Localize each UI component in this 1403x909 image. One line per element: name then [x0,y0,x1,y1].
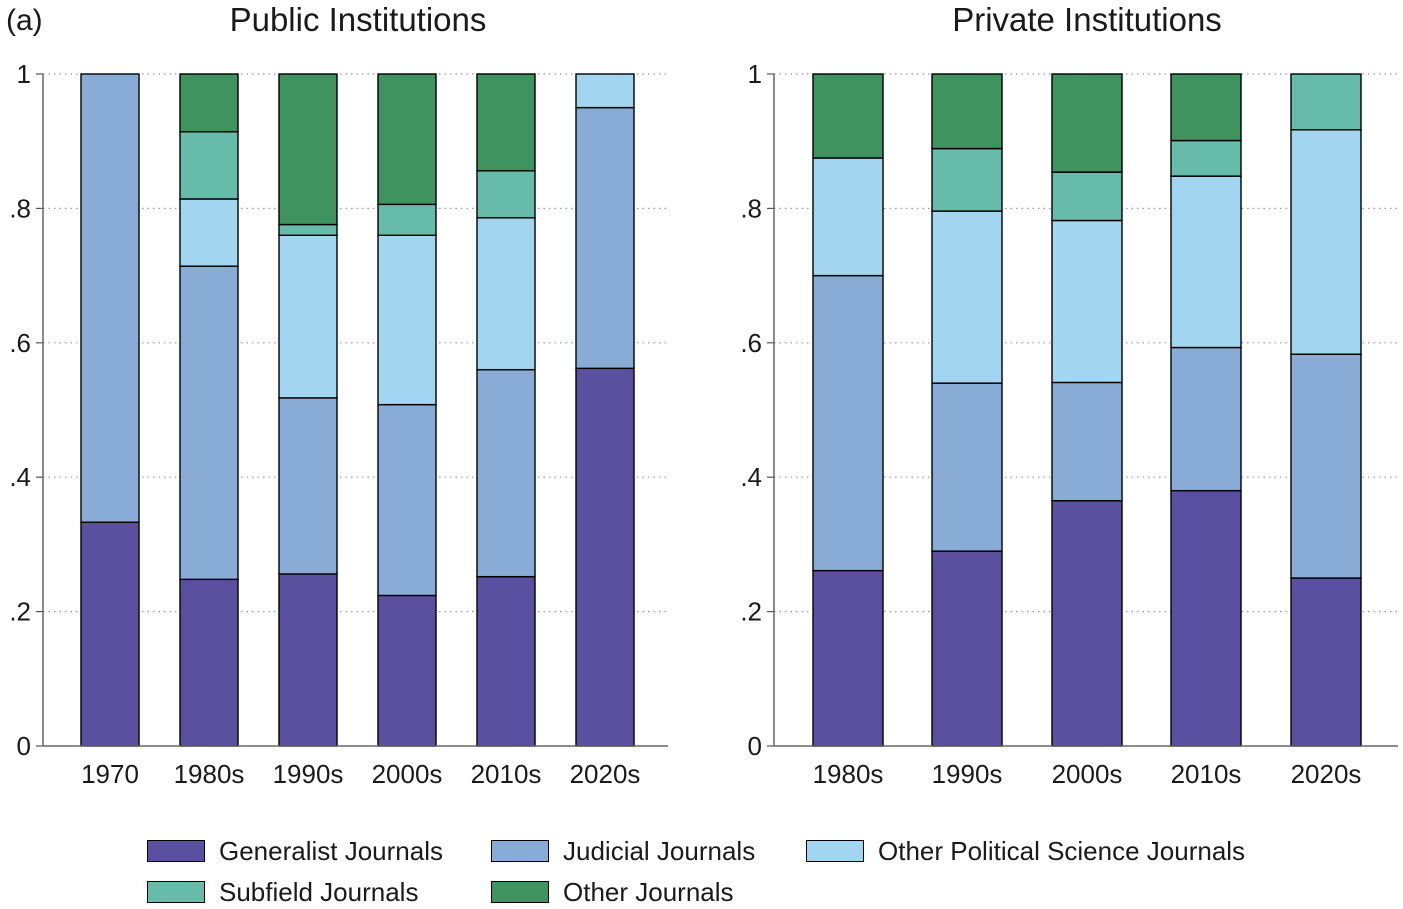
bar-segment-judicial [1290,353,1362,579]
legend-item-judicial: Judicial Journals [491,836,755,866]
bar-segment-other-polisci [179,198,239,267]
chart-title-private: Private Institutions [952,1,1222,38]
bar-segment-judicial [575,106,635,370]
y-tick-label: .6 [9,328,31,358]
bar-segment-other-polisci [476,217,536,371]
bar-segment-other [1051,73,1123,173]
public-institutions-chart: Public Institutions 0 .2 .4 .6 .8 1 1970 1980s 1… [9,1,670,789]
bar-segment-generalist [812,569,884,747]
bar-segment-judicial [278,397,338,575]
y-tick-label: 1 [748,59,762,89]
bar-segment-subfield [377,203,437,236]
bar-segment-judicial [476,368,536,578]
chart-title-public: Public Institutions [230,1,487,38]
legend-swatch-subfield [147,881,205,903]
bar-segment-generalist [931,550,1003,747]
legend-swatch-other-polisci [806,840,864,862]
private-institutions-chart: Private Institutions 0 .2 .4 .6 .8 1 1980s 1990… [740,1,1400,789]
bar-segment-generalist [575,367,635,747]
x-tick-label: 2020s [1291,759,1362,789]
bar-segment-other-polisci [1290,129,1362,355]
legend-label-other: Other Journals [563,876,734,907]
y-tick-label: 0 [17,731,31,761]
bar-segment-subfield [278,223,338,236]
bar-segment-subfield [179,131,239,200]
x-tick-label: 2020s [570,759,641,789]
legend-item-other-polisci: Other Political Science Journals [806,836,1245,866]
bar-segment-subfield [476,170,536,219]
bar-segment-judicial [377,403,437,597]
legend: Generalist Journals Judicial Journals Ot… [0,830,1403,909]
bar-segment-other [278,73,338,226]
bar-segment-judicial [80,73,140,523]
x-tick-label: 1980s [813,759,884,789]
bar-segment-generalist [1290,577,1362,747]
x-tick-label: 2000s [1052,759,1123,789]
y-tick-label: .2 [740,597,762,627]
panel-tag: (a) [6,4,43,37]
legend-item-generalist: Generalist Journals [147,836,443,866]
bar-segment-generalist [1170,489,1242,747]
bar-segment-other-polisci [812,157,884,277]
y-tick-label: .4 [9,462,31,492]
bar-segment-other-polisci [575,73,635,109]
x-tick-label: 2010s [1171,759,1242,789]
bar-segment-other-polisci [1051,219,1123,384]
x-tick-label: 1990s [932,759,1003,789]
legend-swatch-generalist [147,840,205,862]
bar-segment-judicial [1051,381,1123,502]
x-tick-label: 1980s [174,759,245,789]
y-tick-label: 1 [17,59,31,89]
x-tick-label: 2000s [372,759,443,789]
bar-segment-judicial [812,274,884,572]
x-tick-label: 2010s [471,759,542,789]
legend-item-other: Other Journals [491,877,734,907]
bar-segment-generalist [278,573,338,747]
bar-segment-generalist [80,521,140,747]
bar-segment-generalist [476,575,536,747]
y-tick-label: .4 [740,462,762,492]
bar-segment-generalist [179,578,239,747]
bar-segment-other [812,73,884,159]
bar-segment-other-polisci [377,234,437,406]
bar-segment-other [476,73,536,172]
bar-segment-other [377,73,437,206]
legend-label-subfield: Subfield Journals [219,876,419,907]
legend-label-judicial: Judicial Journals [563,835,756,866]
y-tick-label: .2 [9,597,31,627]
y-tick-label: .8 [740,193,762,223]
bar-segment-generalist [377,594,437,747]
bar-segment-judicial [931,382,1003,552]
x-tick-label: 1990s [273,759,344,789]
bar-segment-generalist [1051,500,1123,747]
bar-segment-subfield [1290,73,1362,131]
bar-segment-subfield [1170,139,1242,177]
bar-segment-subfield [1051,171,1123,222]
bar-segment-other-polisci [931,210,1003,384]
bar-segment-other [931,73,1003,150]
legend-swatch-other [491,881,549,903]
bar-segment-other [1170,73,1242,142]
y-tick-label: .8 [9,193,31,223]
legend-label-other-polisci: Other Political Science Journals [878,835,1246,866]
bar-segment-other [179,73,239,133]
y-tick-label: 0 [748,731,762,761]
legend-swatch-judicial [491,840,549,862]
bar-segment-judicial [179,265,239,581]
y-tick-label: .6 [740,328,762,358]
bar-segment-other-polisci [1170,175,1242,349]
x-tick-label: 1970 [81,759,139,789]
legend-item-subfield: Subfield Journals [147,877,418,907]
legend-label-generalist: Generalist Journals [219,835,443,866]
bar-segment-judicial [1170,346,1242,492]
bar-segment-other-polisci [278,234,338,399]
bar-segment-subfield [931,147,1003,212]
